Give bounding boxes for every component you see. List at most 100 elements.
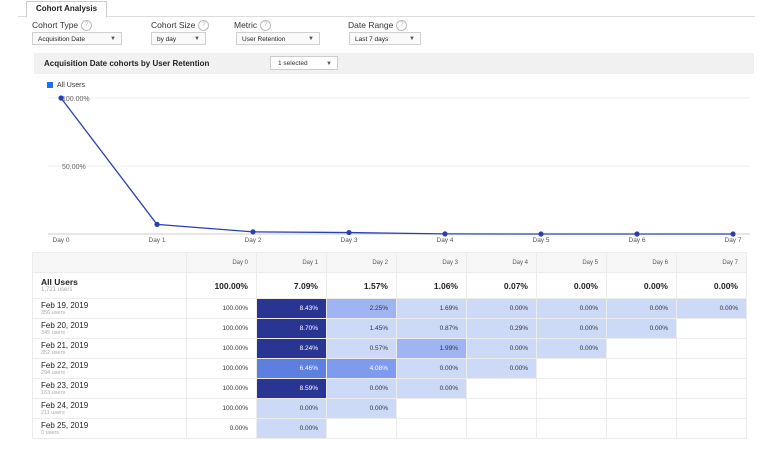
cohort-size-dropdown[interactable]: by day ▼	[151, 32, 206, 45]
all-users-value: 7.09%	[256, 272, 327, 299]
x-tick-label: Day 4	[437, 237, 454, 244]
cohort-label: Feb 20, 2019 345 users	[32, 318, 187, 339]
table-row[interactable]: Feb 22, 2019 294 users 100.00% 6.46% 4.08% 0.…	[32, 358, 747, 379]
table-row[interactable]: Feb 20, 2019 345 users 100.00% 8.70% 1.45% 0.…	[32, 318, 747, 339]
retention-cell: 8.24%	[256, 338, 327, 359]
empty-cell	[396, 418, 467, 439]
empty-cell	[326, 418, 397, 439]
date-range-label: Date Range?	[348, 20, 408, 32]
column-header: Day 7	[676, 252, 747, 273]
table-row[interactable]: Feb 25, 2019 0 users 0.00% 0.00%	[32, 418, 747, 439]
table-row[interactable]: Feb 24, 2019 211 users 100.00% 0.00% 0.00%	[32, 398, 747, 419]
empty-cell	[536, 378, 607, 399]
retention-cell: 100.00%	[186, 398, 257, 419]
metric-dropdown[interactable]: User Retention ▼	[236, 32, 320, 45]
retention-cell: 0.00%	[326, 378, 397, 399]
data-point	[250, 229, 256, 235]
retention-cell: 0.29%	[466, 318, 537, 339]
cohort-users: 352 users	[41, 350, 66, 356]
date-range-dropdown[interactable]: Last 7 days ▼	[349, 32, 421, 45]
empty-cell	[606, 418, 677, 439]
empty-cell	[606, 358, 677, 379]
metric-value: User Retention	[242, 36, 286, 43]
help-icon[interactable]: ?	[198, 20, 210, 32]
empty-cell	[536, 358, 607, 379]
chart-panel-header: Acquisition Date cohorts by User Retenti…	[34, 53, 754, 74]
chart-legend[interactable]: All Users	[47, 82, 85, 89]
chevron-down-icon: ▼	[194, 36, 200, 42]
data-point	[730, 231, 736, 237]
x-tick-label: Day 6	[629, 237, 646, 244]
x-tick-label: Day 2	[245, 237, 262, 244]
empty-cell	[606, 378, 677, 399]
help-icon[interactable]: ?	[396, 20, 408, 32]
column-header: Day 3	[396, 252, 467, 273]
cohort-label: Feb 25, 2019 0 users	[32, 418, 187, 439]
header-corner	[32, 252, 187, 273]
retention-cell: 0.00%	[606, 298, 677, 319]
retention-cell: 0.00%	[396, 358, 467, 379]
all-users-value: 1.06%	[396, 272, 467, 299]
retention-cell: 100.00%	[186, 358, 257, 379]
panel-title: Acquisition Date cohorts by User Retenti…	[44, 59, 210, 68]
series-selector-value: 1 selected	[278, 60, 308, 67]
x-tick-label: Day 5	[533, 237, 550, 244]
empty-cell	[606, 338, 677, 359]
cohort-users: 294 users	[41, 370, 66, 376]
empty-cell	[676, 378, 747, 399]
all-users-value: 0.00%	[536, 272, 607, 299]
table-row[interactable]: Feb 23, 2019 163 users 100.00% 8.59% 0.00% 0.…	[32, 378, 747, 399]
cohort-users: 163 users	[41, 390, 66, 396]
cohort-label: Feb 21, 2019 352 users	[32, 338, 187, 359]
all-users-value: 100.00%	[186, 272, 257, 299]
column-header: Day 0	[186, 252, 257, 273]
cohort-table: Day 0 Day 1 Day 2 Day 3 Day 4 Day 5 Day 6 Day 7…	[32, 252, 747, 439]
data-point	[442, 231, 448, 237]
help-icon[interactable]: ?	[81, 20, 93, 32]
retention-cell: 100.00%	[186, 298, 257, 319]
data-point	[58, 95, 64, 101]
chevron-down-icon: ▼	[326, 61, 332, 67]
cohort-label: Feb 19, 2019 356 users	[32, 298, 187, 319]
data-point	[154, 221, 160, 227]
retention-cell: 0.00%	[466, 338, 537, 359]
empty-cell	[676, 358, 747, 379]
table-row[interactable]: Feb 21, 2019 352 users 100.00% 8.24% 0.57% 1.…	[32, 338, 747, 359]
all-users-value: 0.00%	[676, 272, 747, 299]
tab-cohort-analysis[interactable]: Cohort Analysis	[26, 1, 108, 18]
legend-swatch	[47, 82, 53, 89]
retention-cell: 100.00%	[186, 338, 257, 359]
x-tick-label: Day 7	[725, 237, 742, 244]
retention-cell: 0.00%	[256, 398, 327, 419]
cohort-users: 1,721 users	[41, 287, 73, 293]
cohort-label: Feb 23, 2019 163 users	[32, 378, 187, 399]
chevron-down-icon: ▼	[110, 36, 116, 42]
cohort-size-label: Cohort Size?	[151, 20, 210, 32]
series-selector-dropdown[interactable]: 1 selected ▼	[270, 56, 338, 70]
empty-cell	[676, 418, 747, 439]
cohort-type-label: Cohort Type?	[32, 20, 93, 32]
cohort-date: Feb 24, 2019	[41, 401, 89, 410]
column-header: Day 1	[256, 252, 327, 273]
cohort-label: Feb 24, 2019 211 users	[32, 398, 187, 419]
column-header: Day 2	[326, 252, 397, 273]
cohort-type-dropdown[interactable]: Acquisition Date ▼	[32, 32, 122, 45]
column-header: Day 6	[606, 252, 677, 273]
empty-cell	[676, 338, 747, 359]
help-icon[interactable]: ?	[260, 20, 272, 32]
cohort-type-label-text: Cohort Type	[32, 20, 79, 30]
retention-cell: 100.00%	[186, 318, 257, 339]
x-tick-label: Day 3	[341, 237, 358, 244]
retention-cell: 0.00%	[676, 298, 747, 319]
retention-cell: 0.00%	[466, 298, 537, 319]
retention-cell: 0.57%	[326, 338, 397, 359]
retention-cell: 0.87%	[396, 318, 467, 339]
data-point	[634, 231, 640, 237]
table-row[interactable]: Feb 19, 2019 356 users 100.00% 8.43% 2.25% 1.…	[32, 298, 747, 319]
legend-label: All Users	[57, 82, 86, 89]
empty-cell	[396, 398, 467, 419]
retention-cell: 0.00%	[326, 398, 397, 419]
retention-cell: 1.45%	[326, 318, 397, 339]
retention-cell: 0.00%	[536, 298, 607, 319]
cohort-label: Feb 22, 2019 294 users	[32, 358, 187, 379]
